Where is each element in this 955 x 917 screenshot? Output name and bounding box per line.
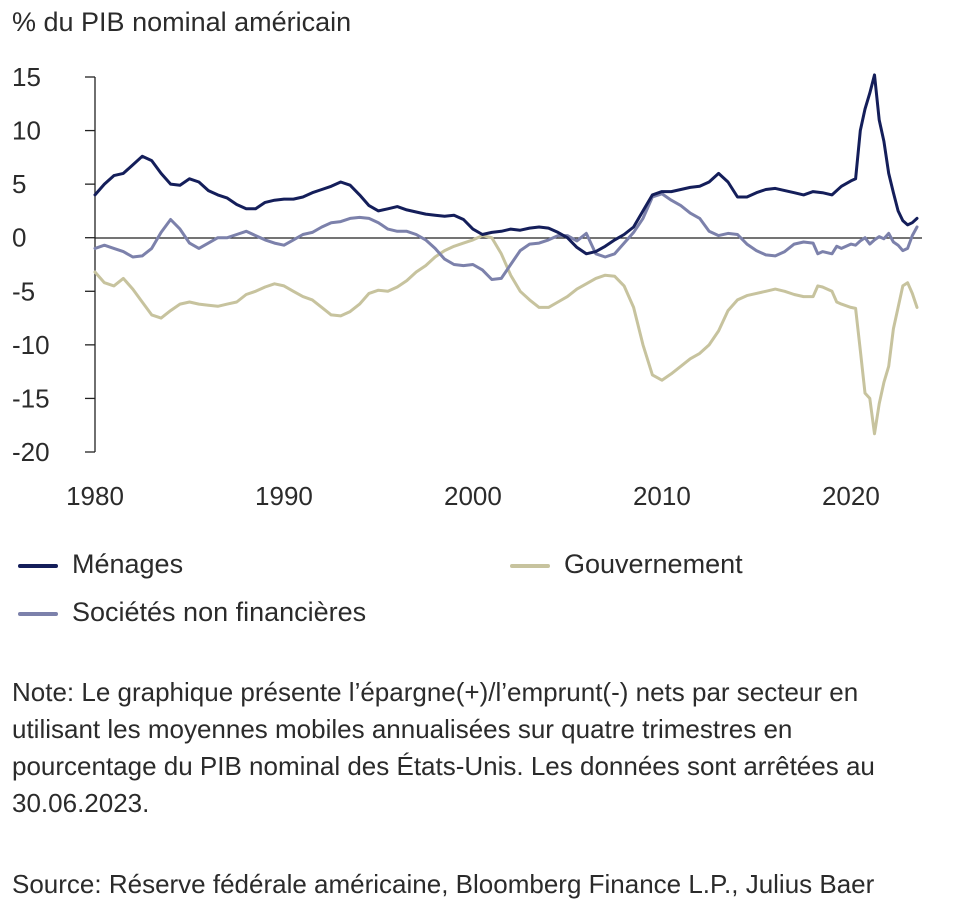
y-tick-label: -20: [12, 437, 50, 467]
series-line-menages: [93, 73, 919, 256]
legend-label-gouvernement: Gouvernement: [564, 549, 743, 579]
x-tick-label: 2010: [633, 481, 691, 511]
x-tick-label: 2020: [822, 481, 880, 511]
series-line-societes: [93, 192, 919, 281]
societes-swatch: [18, 612, 58, 616]
y-tick-label: -10: [12, 330, 50, 360]
y-axis-ticks: 15 10 5 0 -5 -10 -15 -20: [12, 62, 95, 467]
legend-label-societes: Sociétés non financières: [72, 597, 367, 627]
legend-label-menages: Ménages: [72, 549, 184, 579]
y-tick-label: -15: [12, 383, 50, 413]
line-chart: % du PIB nominal américain 15 10 5 0 -5 -10 -1…: [12, 7, 922, 511]
x-tick-label: 1980: [66, 481, 124, 511]
y-axis-label: % du PIB nominal américain: [12, 7, 351, 37]
series-group: [93, 73, 919, 436]
series-line-gouvernement: [93, 234, 919, 436]
chart-source: Source: Réserve fédérale américaine, Blo…: [12, 869, 875, 899]
gouvernement-swatch: [510, 564, 550, 568]
chart-note: Note: Le graphique présente l’épargne(+)…: [12, 677, 875, 818]
y-tick-label: 5: [12, 169, 26, 199]
x-axis-ticks: 1980 1990 2000 2010 2020: [66, 481, 880, 511]
menages-swatch: [18, 564, 58, 568]
y-tick-label: 0: [12, 223, 26, 253]
x-tick-label: 2000: [444, 481, 502, 511]
y-tick-label: 15: [12, 62, 41, 92]
y-tick-label: 10: [12, 116, 41, 146]
x-tick-label: 1990: [255, 481, 313, 511]
y-tick-label: -5: [12, 276, 35, 306]
